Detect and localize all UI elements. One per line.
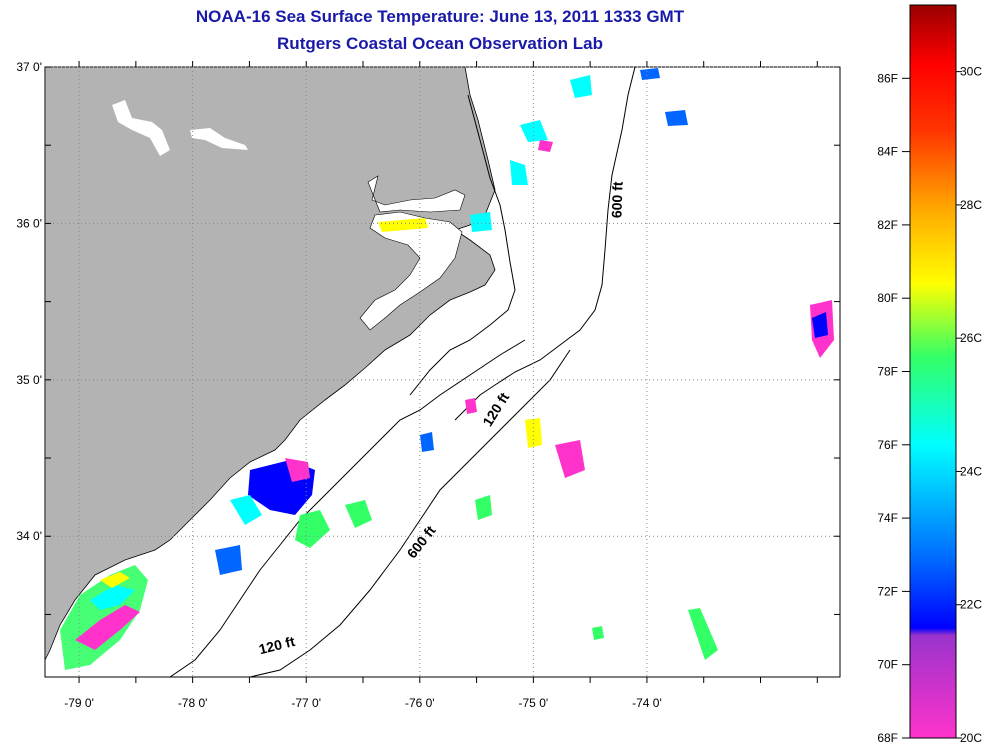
river-b <box>190 128 248 150</box>
lon-label: -76 0' <box>405 696 435 710</box>
graticule <box>45 66 840 677</box>
colorbar-label-c: 30C <box>960 65 982 79</box>
colorbar-label-c: 20C <box>960 731 982 745</box>
isobath-600ft-north <box>454 67 636 421</box>
colorbar-label-f: 84F <box>877 145 898 159</box>
colorbar-label-f: 86F <box>877 71 898 85</box>
lat-label: 35 0' <box>16 373 42 387</box>
colorbar-label-c: 22C <box>960 598 982 612</box>
colorbar-ticks <box>902 71 962 739</box>
colorbar-label-f: 68F <box>877 731 898 745</box>
colorbar-label-f: 74F <box>877 511 898 525</box>
sst-patches <box>60 68 834 670</box>
colorbar-label-f: 70F <box>877 658 898 672</box>
lat-label: 34 0' <box>16 529 42 543</box>
lon-label: -79 0' <box>64 696 94 710</box>
lon-label: -78 0' <box>178 696 208 710</box>
axis-ticks <box>45 61 840 683</box>
pamlico-sound <box>359 211 463 331</box>
colorbar-label-f: 78F <box>877 365 898 379</box>
colorbar-label-f: 72F <box>877 584 898 598</box>
lat-label: 36 0' <box>16 216 42 230</box>
colorbar-label-f: 82F <box>877 218 898 232</box>
albemarle-sound <box>367 175 466 213</box>
map-title: NOAA-16 Sea Surface Temperature: June 13… <box>195 7 685 26</box>
colorbar-label-f: 76F <box>877 438 898 452</box>
colorbar-label-f: 80F <box>877 291 898 305</box>
lon-label: -77 0' <box>291 696 321 710</box>
outer-banks <box>409 94 516 396</box>
colorbar-label-c: 28C <box>960 198 982 212</box>
colorbar-label-c: 26C <box>960 331 982 345</box>
lon-label: -75 0' <box>519 696 549 710</box>
lon-label: -74 0' <box>632 696 662 710</box>
colorbar <box>909 4 957 739</box>
isobath-label: 600 ft <box>608 181 625 218</box>
colorbar-label-c: 24C <box>960 464 982 478</box>
lat-label: 37 0' <box>16 60 42 74</box>
map-subtitle: Rutgers Coastal Ocean Observation Lab <box>277 34 603 53</box>
isobath-120ft <box>169 339 526 677</box>
river-a <box>112 100 170 156</box>
